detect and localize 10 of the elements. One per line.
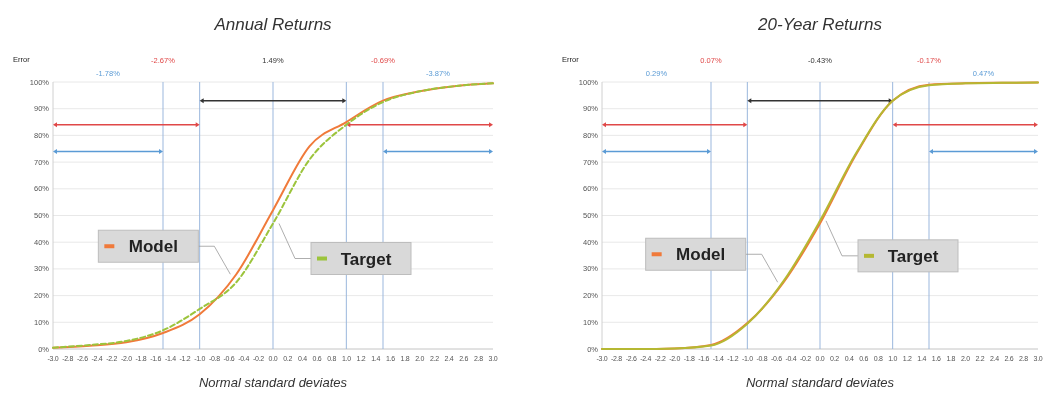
legend-label: Model (128, 237, 178, 257)
legend-label: Model (676, 245, 726, 265)
chart-title: 20-Year Returns (757, 15, 883, 34)
legend-label: Target (887, 246, 939, 266)
legend-label: Target (340, 249, 392, 269)
x-axis-title: Normal standard deviates (745, 375, 895, 390)
x-axis-title: Normal standard deviates (198, 375, 348, 390)
chart-title: Annual Returns (213, 15, 333, 34)
line-series (601, 81, 1039, 350)
line-series (52, 82, 494, 349)
